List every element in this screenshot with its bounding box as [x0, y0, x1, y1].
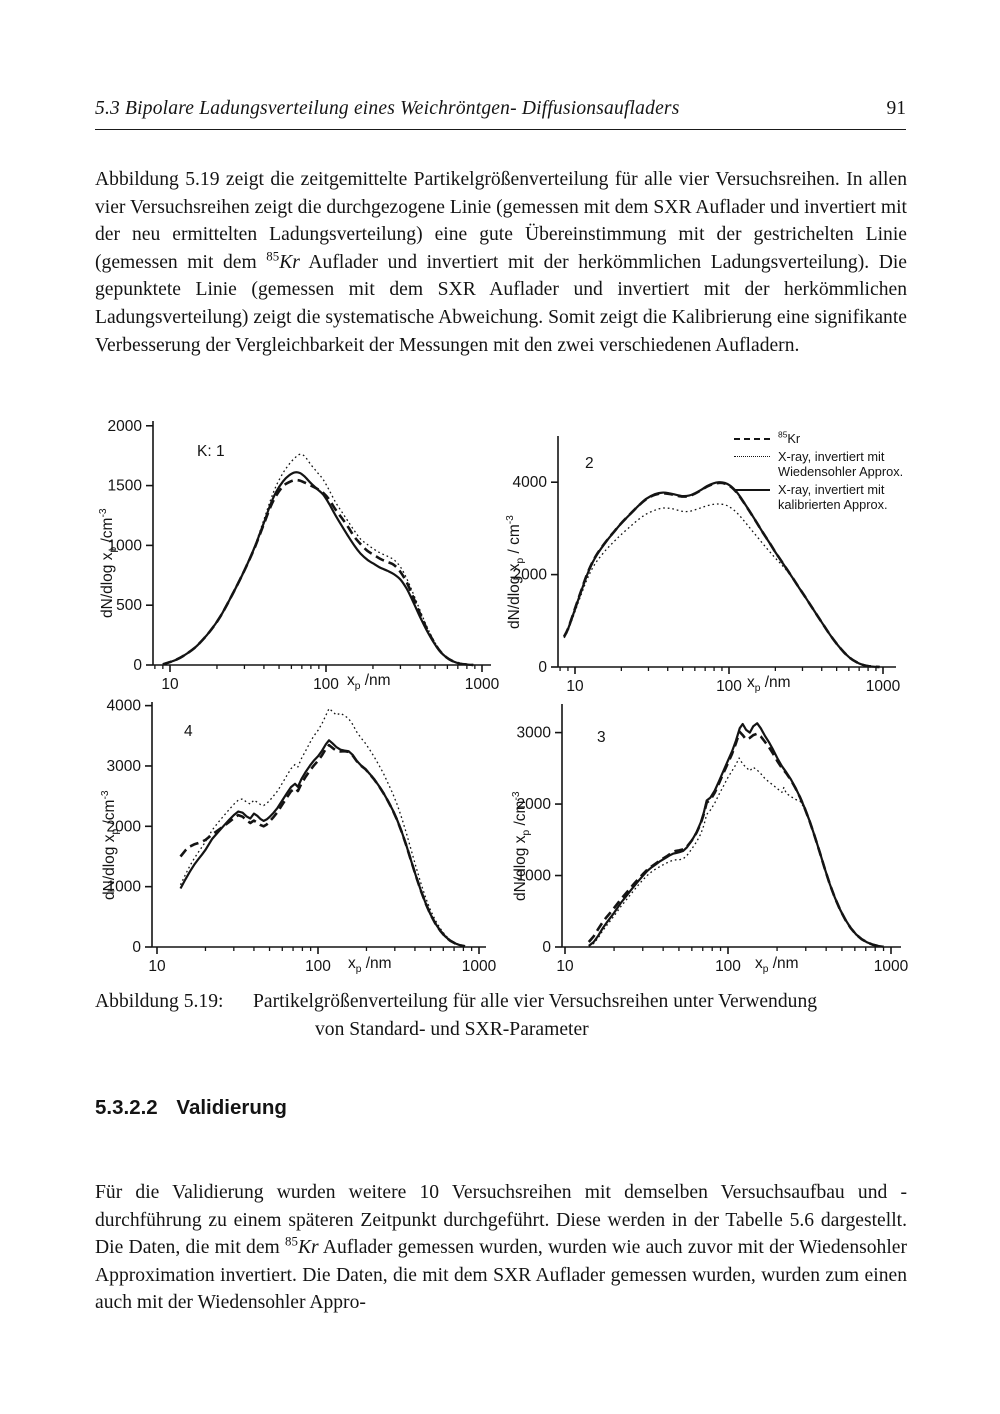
x-tick-label: 1000: [866, 678, 901, 695]
legend-entry-xray-kalibriert: X-ray, invertiert mit kalibrierten Appro…: [734, 482, 903, 513]
y-tick-label: 3000: [517, 725, 552, 742]
dashed-line-icon: [734, 438, 770, 440]
y-tick-label: 0: [132, 939, 141, 956]
panel-label: 3: [597, 729, 606, 746]
dotted-line-icon: [734, 455, 770, 457]
x-axis-label: xp /nm: [348, 955, 392, 976]
series-line-dashed: [162, 478, 474, 667]
x-tick-label: 10: [148, 958, 166, 975]
legend-label: X-ray, invertiert mit kalibrierten Appro…: [778, 481, 888, 513]
legend: 85Kr X-ray, invertiert mit Wiedensohler …: [734, 431, 903, 515]
chart-panel-k1: 10 100 1000 0 500 1000 1500 2000 dN/dlog xp /cm…: [85, 413, 500, 705]
panel-label: 4: [184, 723, 193, 740]
y-tick-label: 1000: [108, 537, 143, 554]
y-axis-label: dN/dlog xp /cm-3: [510, 791, 533, 901]
x-axis-label: xp /nm: [347, 672, 391, 693]
chart-4-plot: 10 100 1000 0 1000 2000 3000 4000: [107, 698, 497, 975]
y-tick-label: 0: [538, 659, 547, 676]
section-title: Validierung: [176, 1096, 287, 1119]
figure-caption-text: Partikelgrößenverteilung für alle vier V…: [253, 991, 818, 1040]
chart-3-plot: 10 100 1000 0 1000 2000 3000: [517, 704, 909, 975]
x-tick-label: 10: [566, 678, 584, 695]
series-line-solid: [162, 471, 474, 667]
legend-entry-xray-wiedensohler: X-ray, invertiert mit Wiedensohler Appro…: [734, 449, 903, 480]
chart-panel-3: 10 100 1000 0 1000 2000 3000 dN/dlog xp /cm-3 …: [500, 693, 920, 993]
y-tick-label: 3000: [107, 758, 142, 775]
series-line-dotted: [588, 757, 884, 948]
series-line-solid: [563, 481, 880, 669]
x-tick-label: 100: [305, 958, 331, 975]
section-heading: 5.3.2.2 Validierung: [95, 1096, 287, 1120]
x-axis-label: xp /nm: [747, 674, 791, 695]
chart-panel-2: 10 100 1000 0 2000 4000 dN/dlog xp / cm-3 xp …: [500, 415, 920, 705]
intro-paragraph: Abbildung 5.19 zeigt die zeitgemittelte …: [95, 169, 907, 356]
y-tick-label: 2000: [107, 818, 142, 835]
validation-paragraph: Für die Validierung wurden weitere 10 Ve…: [95, 1182, 908, 1314]
y-tick-label: 1000: [107, 879, 142, 896]
y-tick-label: 1500: [108, 478, 143, 495]
y-tick-label: 4000: [107, 698, 142, 715]
series-line-dashed: [587, 730, 884, 948]
x-tick-label: 10: [556, 958, 574, 975]
x-tick-label: 1000: [874, 958, 909, 975]
chart-k1-plot: 10 100 1000 0 500 1000 1500 2000: [108, 418, 500, 693]
y-tick-label: 2000: [517, 796, 552, 813]
legend-label: X-ray, invertiert mit Wiedensohler Appro…: [778, 448, 904, 480]
y-tick-label: 2000: [108, 418, 143, 435]
series-line-solid: [588, 722, 884, 948]
y-tick-label: 500: [116, 597, 142, 614]
x-tick-label: 100: [715, 958, 741, 975]
x-tick-label: 10: [161, 676, 179, 693]
solid-line-icon: [734, 488, 770, 491]
x-axis-label: xp /nm: [755, 955, 799, 976]
legend-label: 85Kr: [778, 429, 801, 446]
panel-label: K: 1: [197, 443, 225, 460]
panel-label: 2: [585, 455, 594, 472]
y-axis-label: dN/dlog xp / cm-3: [504, 515, 527, 629]
figure-caption-label: Abbildung 5.19:: [95, 991, 224, 1012]
chart-panel-4: 10 100 1000 0 1000 2000 3000 4000 dN/dlog xp /c…: [85, 693, 500, 993]
header-section-title: 5.3 Bipolare Ladungsverteilung eines Wei…: [95, 98, 680, 119]
x-tick-label: 100: [716, 678, 742, 695]
x-tick-label: 100: [313, 676, 339, 693]
y-tick-label: 0: [133, 657, 142, 674]
y-axis-label: dN/dlog xp /cm-3: [97, 508, 120, 618]
series-line-solid: [179, 739, 466, 948]
series-line-dotted: [179, 707, 466, 947]
legend-entry-kr85: 85Kr: [734, 431, 903, 447]
section-number: 5.3.2.2: [95, 1096, 158, 1119]
y-tick-label: 4000: [513, 474, 548, 491]
running-header: 5.3 Bipolare Ladungsverteilung eines Wei…: [95, 98, 906, 130]
y-axis-label: dN/dlog xp /cm-3: [99, 790, 122, 900]
chart-2-plot: 10 100 1000 0 2000 4000: [513, 436, 901, 695]
x-tick-label: 1000: [465, 676, 500, 693]
y-tick-label: 2000: [513, 567, 548, 584]
page-number: 91: [886, 98, 907, 119]
y-tick-label: 0: [542, 939, 551, 956]
series-line-dotted: [563, 503, 880, 668]
y-tick-label: 1000: [517, 868, 552, 885]
series-line-dashed: [179, 743, 466, 948]
figure-caption: Abbildung 5.19: Partikelgrößenverteilung…: [95, 988, 907, 1043]
x-tick-label: 1000: [462, 958, 497, 975]
